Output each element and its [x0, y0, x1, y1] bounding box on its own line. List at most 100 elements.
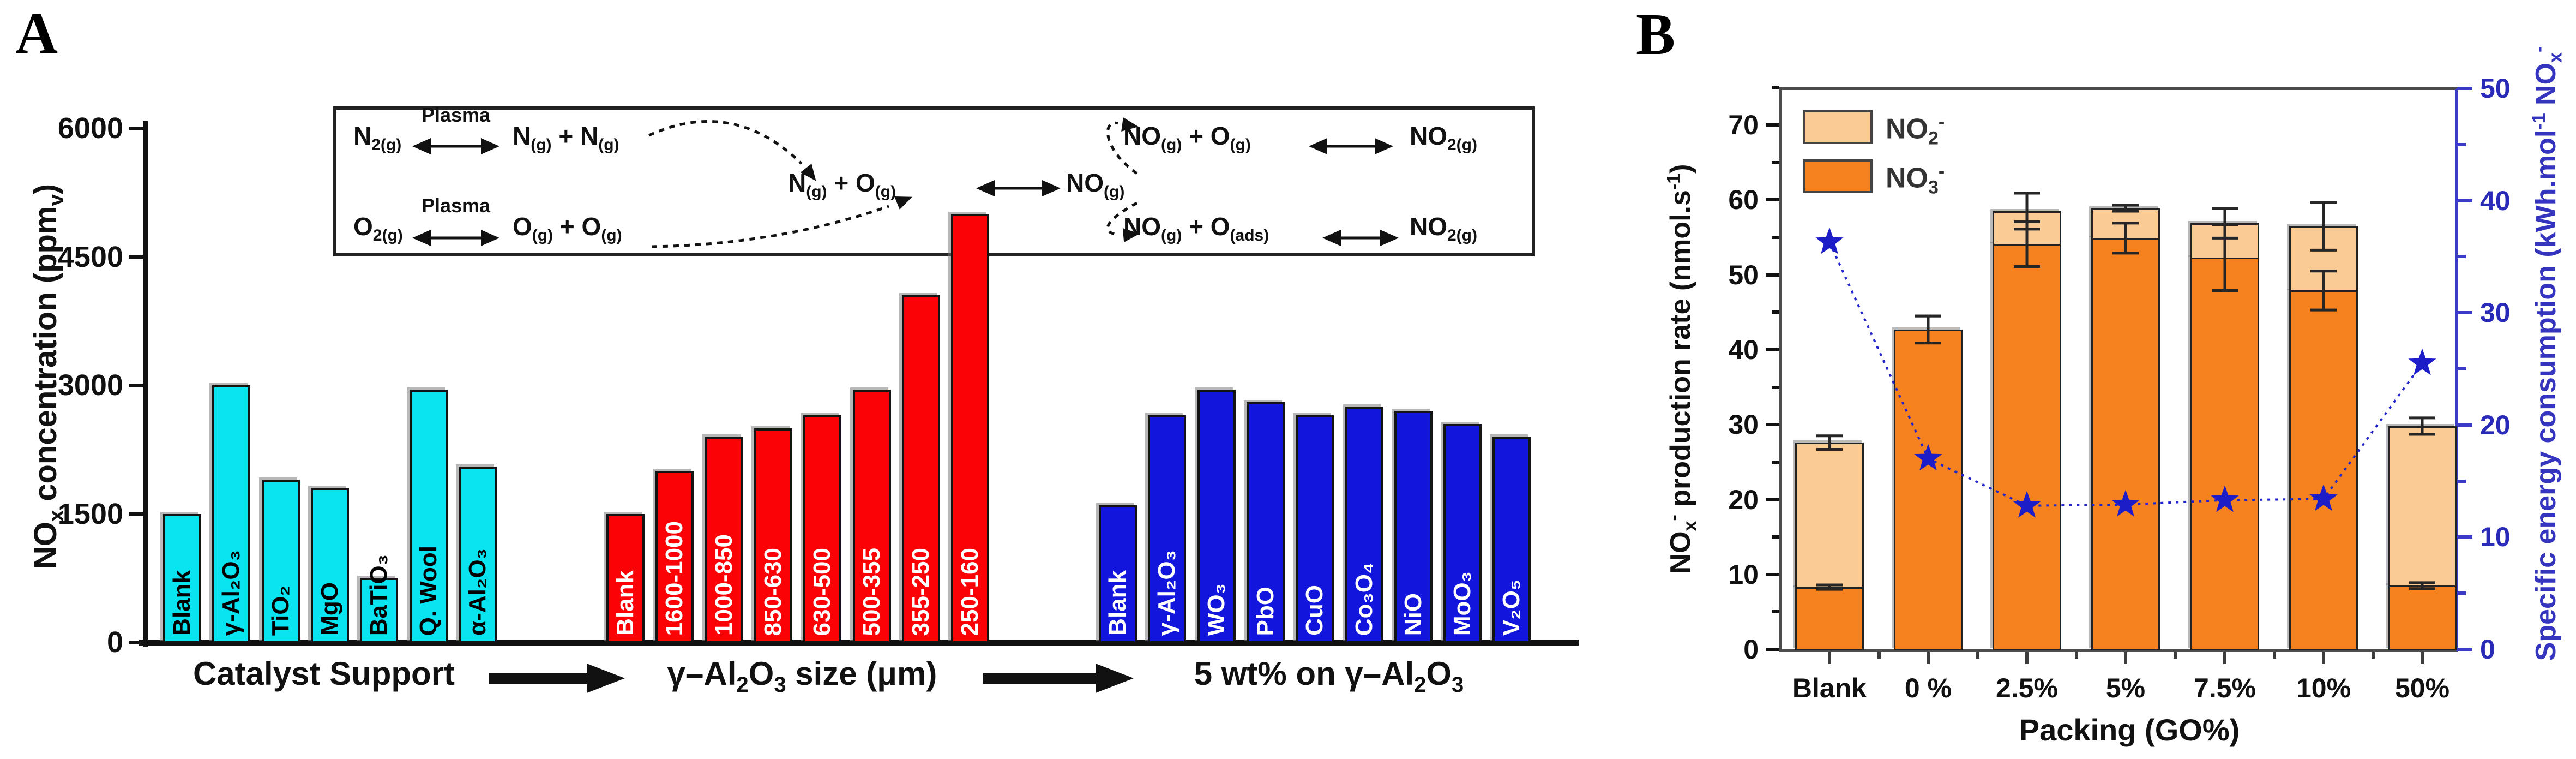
- x-axis-category-label: 2.5%: [1996, 673, 2058, 703]
- legend-swatch-no2: [1803, 110, 1873, 144]
- reaction-o-plus-o: O(g) + O(g): [513, 212, 622, 245]
- bar-label: CuO: [1301, 585, 1328, 636]
- stack-no3-50%: [2388, 585, 2457, 650]
- left-axis-tick-label: 30: [1728, 409, 1759, 440]
- bar-630-500: 630-500: [803, 415, 842, 643]
- panel-b-x-axis-title: Packing (GO%): [2019, 713, 2240, 747]
- x-axis-category-label: 0 %: [1904, 673, 1952, 703]
- bar-Blank: Blank: [163, 513, 201, 643]
- right-axis-tick-label: 0: [2480, 634, 2495, 665]
- reaction-plasma-label-1: Plasma: [421, 104, 491, 126]
- left-axis-minor-tick: [1772, 535, 1779, 539]
- legend-swatch-no3: [1803, 159, 1873, 193]
- bar-label: 250-160: [956, 547, 984, 636]
- right-axis-major-tick: [2458, 199, 2472, 202]
- panel-b-letter: B: [1636, 2, 1676, 67]
- bar-BaTiO₃: BaTiO₃: [360, 554, 399, 644]
- left-axis-minor-tick: [1772, 160, 1779, 164]
- right-axis-minor-tick: [2458, 255, 2466, 259]
- group-label-5wt: 5 wt% on γ–Al2O3: [1194, 655, 1464, 697]
- left-axis-minor-tick: [1772, 236, 1779, 239]
- bar-label: α-Al₂O₃: [464, 548, 491, 636]
- left-axis-major-tick: [1766, 123, 1779, 127]
- bar-label: WO₃: [1202, 583, 1230, 636]
- reaction-no-plus-o-ads: NO(g) + O(ads): [1123, 212, 1269, 245]
- reaction-no2-top: NO2(g): [1410, 122, 1477, 154]
- bar-CuO: CuO: [1296, 415, 1334, 643]
- left-axis-major-tick: [1766, 572, 1779, 576]
- right-axis-tick-label: 10: [2480, 522, 2511, 553]
- reaction-n-plus-n: N(g) + N(g): [513, 122, 619, 154]
- bar-MgO: MgO: [310, 488, 349, 643]
- x-axis-minor-tick: [2074, 652, 2078, 659]
- bar-Blank: Blank: [1099, 505, 1137, 643]
- bar-label: Blank: [168, 570, 195, 636]
- y-axis-tick: [129, 383, 143, 387]
- x-axis-major-tick: [2322, 652, 2325, 664]
- bar-label: MoO₃: [1449, 571, 1476, 636]
- x-axis-major-tick: [2421, 652, 2424, 664]
- bar-500-355: 500-355: [852, 389, 891, 643]
- bar-Q. Wool: Q. Wool: [409, 389, 448, 643]
- right-axis-minor-tick: [2458, 367, 2466, 370]
- x-axis-major-tick: [1927, 652, 1930, 664]
- bar-250-160: 250-160: [951, 214, 990, 643]
- bar-V₂O₅: V₂O₅: [1492, 437, 1531, 643]
- bar-label: 1000-850: [710, 534, 737, 636]
- x-axis-major-tick: [2223, 652, 2226, 664]
- bar-355-250: 355-250: [901, 295, 940, 643]
- left-axis-minor-tick: [1772, 310, 1779, 314]
- x-axis-category-label: 10%: [2296, 673, 2351, 703]
- stack-no2-10%: [2289, 226, 2358, 292]
- bar-label: γ-Al₂O₃: [1153, 549, 1181, 636]
- left-axis-tick-label: 10: [1728, 559, 1759, 590]
- right-axis-minor-tick: [2458, 142, 2466, 146]
- y-axis-tick-label: 3000: [57, 369, 123, 402]
- left-axis-tick-label: 40: [1728, 334, 1759, 365]
- group-arrow: [983, 664, 1134, 693]
- right-axis-tick-label: 50: [2480, 73, 2511, 104]
- y-axis-tick-label: 1500: [57, 497, 123, 530]
- stack-no2-50%: [2388, 426, 2457, 588]
- left-axis-major-tick: [1766, 348, 1779, 351]
- y-axis-tick-label: 6000: [57, 112, 123, 145]
- left-axis-tick-label: 60: [1728, 184, 1759, 216]
- y-axis-tick: [129, 512, 143, 516]
- bar-label: 630-500: [809, 547, 836, 636]
- stack-no2-7.5%: [2190, 223, 2259, 259]
- stack-no3-5%: [2091, 238, 2160, 650]
- left-axis-minor-tick: [1772, 610, 1779, 614]
- y-axis-tick: [129, 255, 143, 259]
- bar-MoO₃: MoO₃: [1443, 423, 1482, 643]
- left-axis-tick-label: 0: [1743, 634, 1759, 665]
- bar-label: MgO: [316, 582, 343, 636]
- bar-label: 1600-1000: [661, 521, 688, 636]
- bar-1000-850: 1000-850: [705, 437, 743, 643]
- y-axis-tick: [129, 126, 143, 130]
- bar-γ-Al₂O₃: γ-Al₂O₃: [212, 385, 251, 643]
- bar-NiO: NiO: [1394, 411, 1433, 643]
- group-label-catalyst-support: Catalyst Support: [192, 655, 455, 692]
- panel-b-right-axis-label: Specific energy consumption (kWh.mol-1 N…: [2529, 46, 2566, 661]
- left-axis-major-tick: [1766, 198, 1779, 202]
- y-axis-tick: [129, 640, 143, 644]
- bar-1600-1000: 1600-1000: [655, 471, 694, 643]
- left-axis-minor-tick: [1772, 86, 1779, 89]
- left-axis-major-tick: [1766, 648, 1779, 651]
- right-axis-tick-label: 40: [2480, 185, 2511, 216]
- reaction-n-plus-o: N(g) + O(g): [788, 169, 896, 201]
- bar-TiO₂: TiO₂: [261, 479, 300, 643]
- reaction-plasma-label-2: Plasma: [421, 194, 491, 217]
- bar-label: 500-355: [858, 547, 885, 636]
- bar-Blank: Blank: [606, 513, 645, 643]
- stack-no3-0 %: [1894, 329, 1963, 650]
- bar-label: 850-630: [759, 547, 786, 636]
- x-axis-category-label: 50%: [2394, 673, 2450, 703]
- reaction-no-plus-o-g: NO(g) + O(g): [1123, 122, 1251, 154]
- bar-label: V₂O₅: [1498, 579, 1525, 636]
- left-axis-tick-label: 70: [1728, 110, 1759, 141]
- bar-PbO: PbO: [1246, 402, 1285, 643]
- x-axis-minor-tick: [2272, 652, 2276, 659]
- panel-a-letter: A: [15, 1, 58, 66]
- panel-a-y-axis-line: [143, 121, 148, 647]
